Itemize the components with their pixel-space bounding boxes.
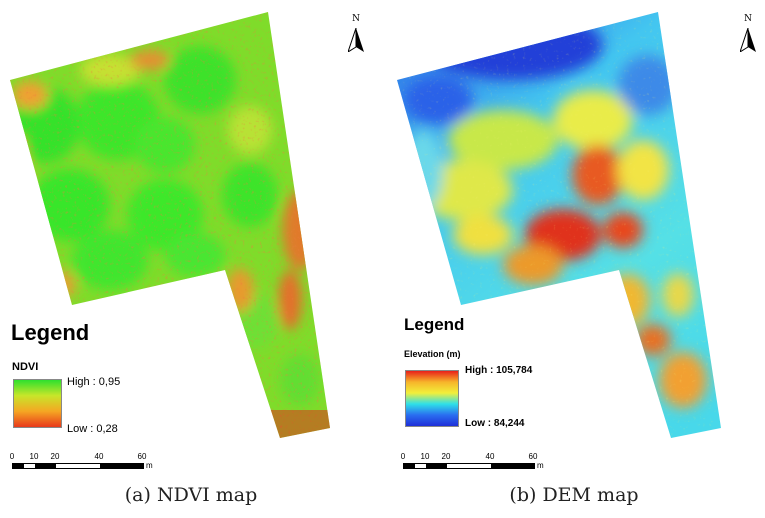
- scale-tick: 40: [485, 452, 495, 461]
- ndvi-map-panel: N Legend NDVI High : 0,95 Low : 0,28 0 1…: [0, 0, 382, 518]
- legend-layer-name: Elevation (m): [404, 349, 461, 359]
- ndvi-color-ramp: [13, 379, 62, 428]
- legend-high-label: High : 0,95: [67, 376, 121, 388]
- scale-tick: 60: [137, 452, 147, 461]
- scale-bar-line: [403, 463, 535, 469]
- dem-raster-map: [397, 12, 721, 438]
- ndvi-raster-map: [10, 12, 330, 438]
- elevation-color-ramp: [405, 370, 459, 427]
- north-label: N: [744, 14, 752, 24]
- legend-low-label: Low : 84,244: [465, 418, 525, 429]
- legend-high-label: High : 105,784: [465, 365, 533, 376]
- scale-tick: 10: [29, 452, 39, 461]
- scale-bar: 0 10 20 40 60 m: [400, 452, 553, 472]
- legend-title: Legend: [404, 315, 465, 334]
- north-arrow: N: [344, 14, 368, 52]
- scale-tick: 0: [400, 452, 406, 461]
- legend-title: Legend: [11, 320, 90, 345]
- north-arrow: N: [736, 14, 760, 52]
- north-arrow-icon: [348, 28, 364, 52]
- scale-tick: 60: [528, 452, 538, 461]
- scale-bar: 0 10 20 40 60 m: [9, 452, 162, 472]
- legend-layer-name: NDVI: [12, 361, 39, 373]
- scale-tick: 20: [50, 452, 60, 461]
- scale-unit: m: [146, 461, 153, 470]
- north-label: N: [352, 14, 360, 24]
- scale-unit: m: [537, 461, 544, 470]
- scale-tick: 10: [420, 452, 430, 461]
- scale-tick: 20: [441, 452, 451, 461]
- scale-tick: 40: [94, 452, 104, 461]
- scale-bar-line: [12, 463, 144, 469]
- legend-low-label: Low : 0,28: [67, 423, 118, 435]
- north-arrow-icon: [740, 28, 756, 52]
- scale-tick: 0: [9, 452, 15, 461]
- dem-map-panel: N Legend Elevation (m) High : 105,784 Lo…: [383, 0, 765, 518]
- figure-caption: (b) DEM map: [509, 484, 639, 506]
- figure-caption: (a) NDVI map: [124, 484, 258, 506]
